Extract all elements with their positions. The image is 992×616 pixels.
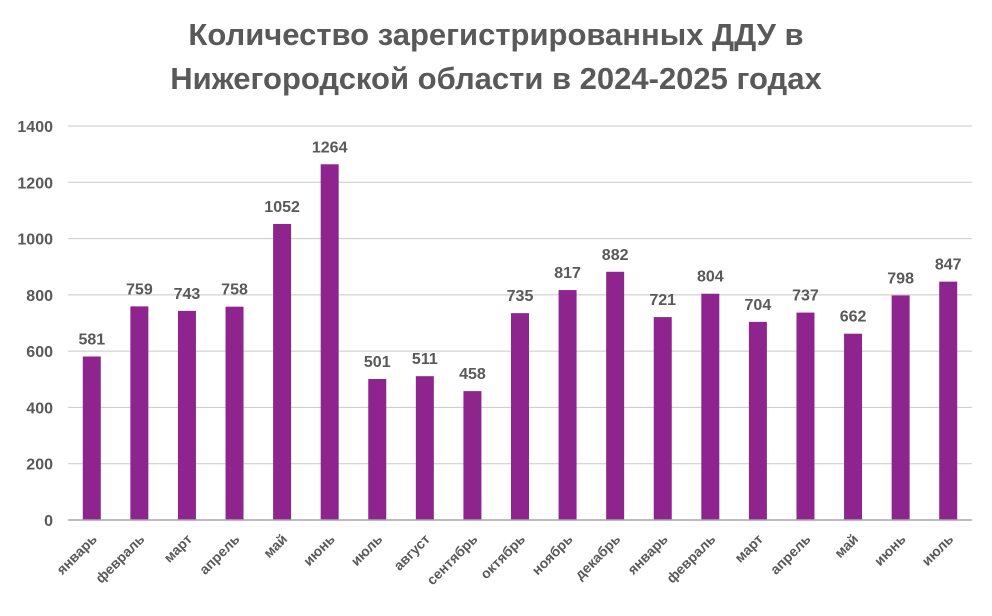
data-label: 458 [459, 366, 486, 383]
x-tick-label: январь [53, 531, 100, 578]
x-tick-label: февраль [92, 531, 148, 587]
x-tick-label: сентябрь [423, 531, 480, 588]
x-tick-label: февраль [663, 531, 719, 587]
x-tick-label: апрель [767, 531, 814, 578]
data-label: 1052 [264, 199, 300, 216]
data-label: 704 [745, 297, 772, 314]
x-tick-label: ноябрь [528, 531, 576, 579]
chart-title-line-2: Нижегородской области в 2024-2025 годах [170, 61, 822, 96]
chart-title-line-1: Количество зарегистрированных ДДУ в [188, 17, 804, 52]
x-tick-label: июль [918, 531, 956, 569]
x-tick-label: октябрь [477, 531, 528, 582]
bar [748, 321, 767, 520]
bar [82, 356, 101, 520]
y-tick-label: 200 [26, 457, 53, 474]
data-label: 581 [78, 331, 105, 348]
y-tick-label: 400 [26, 400, 53, 417]
bar [463, 391, 482, 520]
y-tick-label: 1400 [17, 119, 53, 136]
bar [273, 223, 292, 521]
x-tick-label: декабрь [571, 531, 623, 583]
bar [701, 293, 720, 520]
bar [177, 310, 196, 520]
bar [130, 306, 149, 520]
data-label: 804 [697, 269, 724, 286]
bar [368, 379, 387, 520]
bar [653, 317, 672, 520]
data-label: 759 [126, 281, 153, 298]
y-tick-label: 800 [26, 288, 53, 305]
bar [415, 376, 434, 520]
bar [320, 164, 339, 520]
x-tick-label: июль [347, 531, 385, 569]
y-tick-label: 600 [26, 344, 53, 361]
data-label: 798 [887, 270, 914, 287]
x-tick-label: июнь [871, 531, 909, 569]
bar [891, 295, 910, 520]
data-label: 758 [221, 282, 248, 299]
bar [844, 333, 863, 520]
data-label: 737 [792, 288, 819, 305]
data-label: 882 [602, 247, 629, 264]
bar [939, 281, 958, 520]
x-tick-label: май [260, 531, 290, 561]
data-label: 847 [935, 257, 962, 274]
bar [225, 306, 244, 520]
bar [558, 290, 577, 520]
x-tick-label: март [731, 531, 766, 566]
x-tick-label: март [160, 531, 195, 566]
data-label: 743 [174, 286, 201, 303]
data-label: 511 [412, 351, 438, 368]
y-tick-label: 0 [44, 513, 53, 530]
bar [511, 313, 529, 520]
x-tick-label: июнь [300, 531, 338, 569]
x-tick-label: январь [624, 531, 671, 578]
data-label: 662 [840, 309, 867, 326]
data-label: 501 [364, 354, 391, 371]
data-label: 817 [554, 265, 581, 282]
y-tick-label: 1000 [17, 232, 53, 249]
data-label: 1264 [312, 139, 348, 156]
x-tick-label: август [390, 531, 433, 574]
bar [796, 312, 815, 520]
data-label: 721 [649, 292, 676, 309]
x-tick-label: апрель [196, 531, 243, 578]
x-tick-label: май [831, 531, 861, 561]
data-label: 735 [507, 288, 534, 305]
y-tick-label: 1200 [17, 175, 53, 192]
bar [606, 271, 625, 520]
